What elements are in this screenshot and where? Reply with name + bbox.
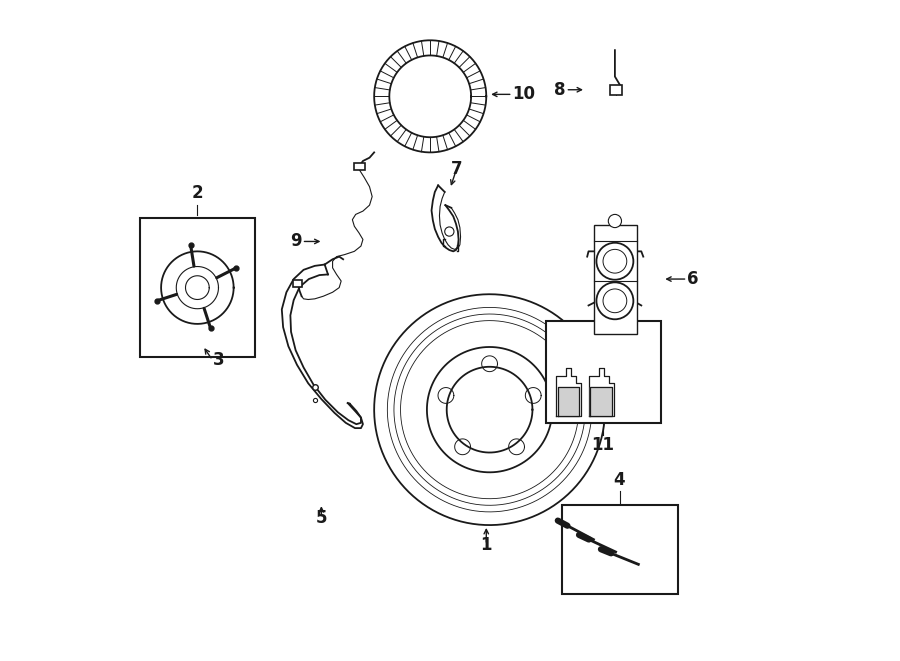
Text: 1: 1 xyxy=(481,536,492,554)
Bar xyxy=(594,225,636,334)
Polygon shape xyxy=(590,387,612,416)
Text: 6: 6 xyxy=(688,270,699,288)
Circle shape xyxy=(445,227,454,236)
Circle shape xyxy=(597,243,634,280)
Circle shape xyxy=(603,289,626,313)
Bar xyxy=(545,321,662,423)
Text: 11: 11 xyxy=(591,436,615,454)
Text: 8: 8 xyxy=(554,81,565,98)
Text: 4: 4 xyxy=(614,471,626,488)
Text: 3: 3 xyxy=(212,351,224,369)
Text: 10: 10 xyxy=(513,85,536,103)
Bar xyxy=(140,218,256,357)
Text: 5: 5 xyxy=(316,510,327,527)
Circle shape xyxy=(603,249,626,273)
Circle shape xyxy=(597,282,634,319)
Polygon shape xyxy=(557,387,579,416)
Bar xyxy=(562,505,678,594)
Bar xyxy=(355,163,365,171)
Bar xyxy=(610,85,622,95)
Bar xyxy=(293,280,302,287)
Text: 2: 2 xyxy=(192,184,203,202)
Circle shape xyxy=(608,214,622,227)
Text: 7: 7 xyxy=(451,160,463,178)
Text: 9: 9 xyxy=(290,233,302,251)
